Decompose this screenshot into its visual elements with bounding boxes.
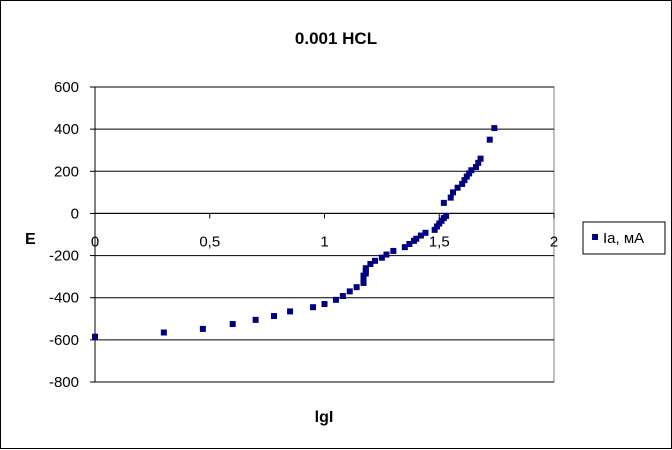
data-point — [443, 212, 450, 219]
data-point — [339, 293, 346, 300]
data-point — [390, 247, 397, 254]
x-tick-label: 0,5 — [199, 233, 220, 250]
data-point — [287, 308, 294, 315]
data-point — [440, 199, 447, 206]
data-point — [406, 240, 413, 247]
y-axis-label: E — [25, 231, 36, 248]
y-tick-label: 400 — [54, 121, 79, 138]
legend-box — [582, 221, 666, 255]
y-axis-ticks: 600 400 200 0 -200 -400 -600 -800 — [49, 79, 79, 391]
y-tick-label: 0 — [71, 205, 79, 222]
data-point — [461, 177, 468, 184]
y-tick-label: -400 — [49, 290, 79, 307]
data-point — [477, 155, 484, 162]
data-point — [491, 125, 498, 132]
data-point — [371, 257, 378, 264]
y-tick-label: 200 — [54, 163, 79, 180]
data-point — [475, 159, 482, 166]
data-point — [353, 284, 360, 291]
data-point — [160, 329, 167, 336]
data-point — [92, 333, 98, 340]
y-tick-label: 600 — [54, 79, 79, 96]
data-points — [92, 125, 498, 340]
data-point — [454, 184, 461, 191]
data-point — [383, 251, 390, 258]
data-point — [271, 313, 278, 320]
data-point — [417, 232, 424, 239]
x-tick-label: 2 — [550, 233, 558, 250]
plot-area — [94, 86, 555, 383]
data-point — [463, 173, 470, 180]
data-point — [447, 194, 454, 201]
data-point — [360, 275, 367, 282]
data-point — [346, 288, 353, 295]
legend-marker — [592, 234, 598, 240]
data-point — [310, 304, 317, 311]
x-axis-label: lgI — [315, 409, 334, 426]
data-point — [486, 136, 493, 143]
data-point — [431, 226, 438, 233]
data-point — [422, 229, 429, 236]
data-point — [199, 325, 206, 332]
x-tick-label: 0 — [91, 233, 99, 250]
data-point — [360, 279, 367, 286]
data-point — [450, 189, 457, 196]
data-point — [229, 321, 236, 328]
data-point — [321, 301, 328, 308]
legend: Ia, мА — [582, 221, 666, 255]
x-tick-label: 1,5 — [429, 233, 450, 250]
data-point — [252, 316, 259, 323]
data-point — [367, 261, 374, 267]
data-point — [459, 180, 466, 187]
y-tick-label: -600 — [49, 332, 79, 349]
x-axis-ticks: 0 0,5 1 1,5 2 — [91, 213, 558, 250]
chart-title: 0.001 HCL — [295, 29, 377, 48]
legend-label: Ia, мА — [603, 230, 644, 247]
data-point — [466, 170, 473, 177]
data-point — [332, 296, 339, 303]
data-point — [401, 244, 408, 251]
x-tick-label: 1 — [320, 233, 328, 250]
data-point — [362, 265, 369, 272]
data-point — [472, 164, 479, 171]
y-tick-label: -800 — [49, 374, 79, 391]
data-point — [362, 270, 369, 277]
y-tick-label: -200 — [49, 248, 79, 265]
data-point — [378, 254, 385, 261]
data-point — [413, 235, 420, 242]
data-point — [468, 167, 475, 174]
